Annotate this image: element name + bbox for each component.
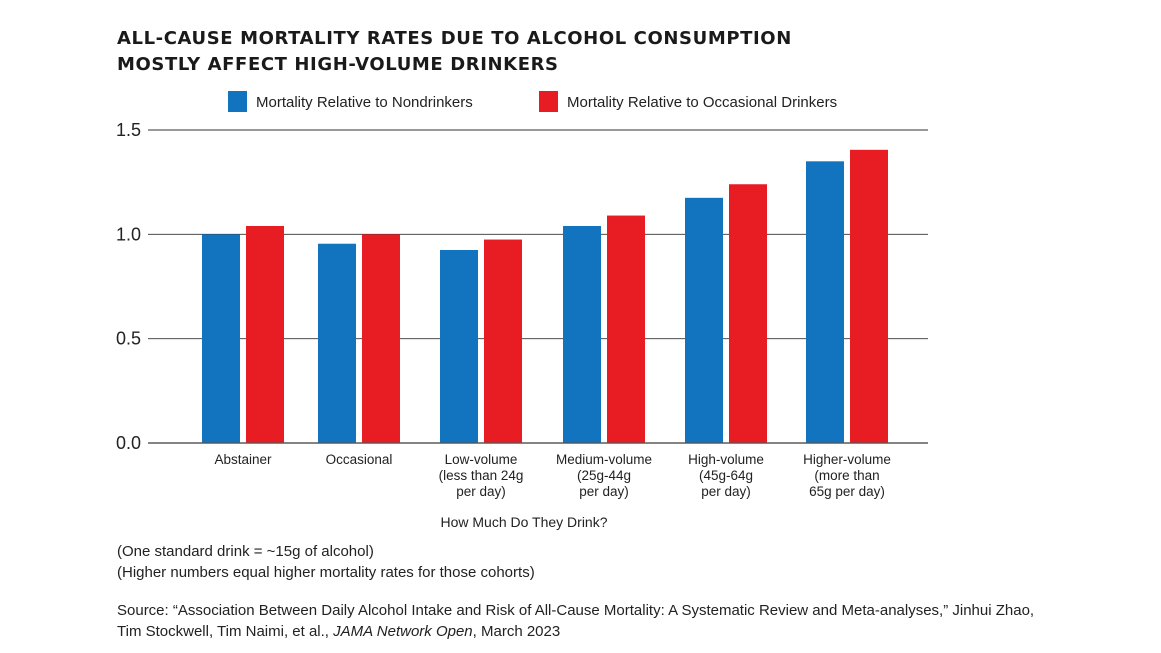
x-axis-label: How Much Do They Drink? [440,514,607,530]
chart-title-line-2: MOSTLY AFFECT HIGH-VOLUME DRINKERS [117,54,559,75]
y-tick-label: 0.0 [116,433,141,453]
x-tick-label: Higher-volume (more than 65g per day) [803,452,891,499]
bar [202,234,240,443]
bar [850,149,888,443]
legend-label: Mortality Relative to Nondrinkers [256,94,473,111]
source-date: , March 2023 [472,623,561,640]
source-authors: Tim Stockwell, Tim Naimi, et al., [117,623,334,640]
bar [685,197,723,443]
x-tick-label: Low-volume (less than 24g per day) [439,452,524,499]
chart-title-line-1: ALL-CAUSE MORTALITY RATES DUE TO ALCOHOL… [117,28,792,49]
source-journal: JAMA Network Open [333,623,473,640]
legend-swatch [539,91,558,112]
footnote-standard-drink: (One standard drink = ~15g of alcohol) [117,543,374,560]
footnote-interpretation: (Higher numbers equal higher mortality r… [117,564,535,581]
legend-swatch [228,91,247,112]
x-tick-label: Occasional [326,452,393,467]
bar [362,234,400,443]
y-tick-label: 1.0 [116,224,141,244]
bar [318,243,356,443]
bar [806,161,844,444]
bar [440,249,478,443]
y-tick-label: 1.5 [116,120,141,140]
source-citation: Source: “Association Between Daily Alcoh… [117,600,1147,642]
legend-label: Mortality Relative to Occasional Drinker… [567,94,837,111]
bar [563,225,601,443]
x-tick-label: Abstainer [214,452,272,467]
chart-title: ALL-CAUSE MORTALITY RATES DUE TO ALCOHOL… [117,26,1017,78]
bar [246,225,284,443]
bar [729,184,767,443]
bar-chart: 0.0 0.5 1.0 1.5 Abstainer Occasional Low-volum… [116,91,928,530]
y-tick-label: 0.5 [116,329,141,349]
bar [484,239,522,443]
bar [607,215,645,443]
source-line-1: Source: “Association Between Daily Alcoh… [117,602,1035,619]
source-line-2: Tim Stockwell, Tim Naimi, et al., JAMA N… [117,621,1147,642]
x-tick-label: High-volume (45g-64g per day) [688,452,764,499]
x-tick-label: Medium-volume (25g-44g per day) [556,452,652,499]
